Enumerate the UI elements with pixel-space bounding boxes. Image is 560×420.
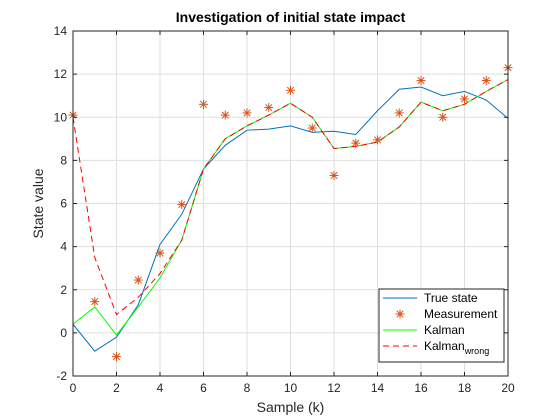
measurement-point — [220, 110, 230, 120]
x-tick-label: 2 — [113, 381, 120, 395]
y-tick-label: 8 — [60, 153, 67, 167]
x-tick-label: 16 — [414, 381, 428, 395]
measurement-point — [286, 85, 295, 95]
series-line — [72, 86, 509, 352]
legend-marker — [395, 309, 405, 319]
measurement-point — [329, 170, 339, 180]
measurement-point — [460, 94, 469, 104]
legend-label: Kalman — [424, 323, 465, 337]
measurement-point — [416, 76, 426, 86]
legend-entry-true-state: True state — [383, 291, 478, 305]
measurement-point — [155, 248, 165, 258]
x-tick-label: 12 — [327, 381, 341, 395]
measurement-point — [133, 275, 143, 285]
measurement-point — [394, 108, 404, 118]
series-layer — [68, 63, 513, 362]
legend-label: True state — [424, 291, 478, 305]
y-tick-label: 0 — [60, 326, 67, 340]
measurement-point — [242, 108, 252, 118]
x-tick-label: 20 — [501, 381, 515, 395]
measurement-point — [177, 200, 187, 210]
x-tick-label: 10 — [284, 381, 298, 395]
measurement-point — [481, 76, 491, 86]
legend-entry-measurement: Measurement — [395, 307, 498, 321]
x-tick-label: 6 — [200, 381, 207, 395]
chart-title: Investigation of initial state impact — [176, 9, 406, 25]
y-tick-label: 14 — [54, 24, 68, 38]
y-tick-label: -2 — [56, 369, 67, 383]
y-tick-label: 10 — [54, 110, 68, 124]
x-tick-label: 0 — [70, 381, 77, 395]
series-line — [72, 79, 509, 316]
legend-entry-kalman: Kalman — [383, 323, 465, 337]
series-true-state — [72, 86, 509, 352]
x-tick-label: 18 — [458, 381, 472, 395]
x-tick-label: 8 — [244, 381, 251, 395]
measurement-point — [438, 112, 448, 122]
y-tick-label: 12 — [54, 67, 68, 81]
measurement-point — [264, 103, 274, 113]
series-measurement — [68, 63, 513, 362]
y-tick-label: 4 — [60, 240, 67, 254]
measurement-point — [199, 99, 208, 109]
legend-box — [378, 288, 505, 363]
measurement-point — [307, 123, 317, 133]
y-tick-label: 6 — [60, 197, 67, 211]
x-axis-label: Sample (k) — [257, 399, 325, 415]
series-kalman-wrong — [72, 79, 509, 316]
y-tick-label: 2 — [60, 283, 67, 297]
measurement-point — [90, 297, 100, 307]
legend-label-subscript: wrong — [464, 346, 490, 356]
x-tick-label: 14 — [371, 381, 385, 395]
y-axis-label: State value — [30, 168, 46, 238]
measurement-point — [112, 352, 121, 362]
x-tick-label: 4 — [157, 381, 164, 395]
legend-label: Measurement — [424, 307, 498, 321]
